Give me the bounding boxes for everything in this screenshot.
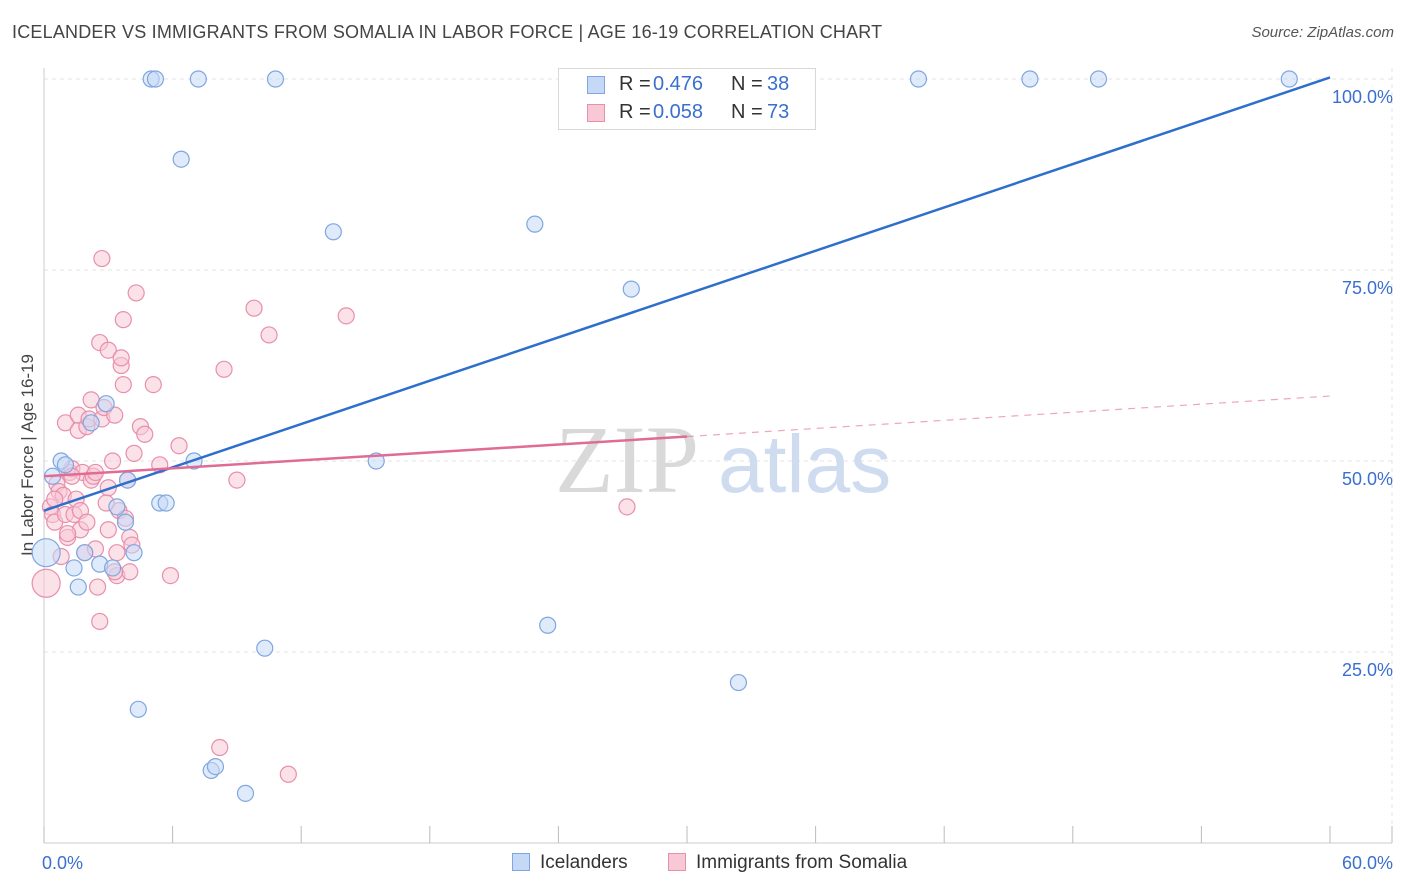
legend-n-label: N = bbox=[731, 101, 763, 123]
y-tick-label: 75.0% bbox=[1342, 278, 1393, 298]
point-somalia bbox=[125, 444, 143, 462]
point-icelanders bbox=[622, 280, 640, 298]
point-icelanders bbox=[526, 215, 544, 233]
point-somalia bbox=[170, 437, 188, 455]
point-icelanders bbox=[189, 70, 207, 88]
point-somalia bbox=[279, 765, 297, 783]
point-somalia bbox=[161, 566, 180, 585]
legend-swatch-somalia bbox=[587, 104, 605, 122]
legend-n-label: N = bbox=[731, 73, 763, 95]
point-somalia bbox=[31, 568, 61, 598]
legend-item-somalia: Immigrants from Somalia bbox=[668, 852, 907, 874]
legend-label-icelanders: Icelanders bbox=[540, 852, 628, 873]
point-somalia bbox=[260, 326, 278, 344]
point-icelanders bbox=[1021, 70, 1039, 88]
point-somalia bbox=[337, 307, 355, 325]
point-somalia bbox=[93, 249, 111, 268]
correlation-legend: R = 0.476 N = 38 R = 0.058 N = 73 bbox=[558, 68, 816, 130]
legend-r-value: 0.058 bbox=[653, 101, 704, 123]
point-icelanders bbox=[1280, 70, 1298, 88]
point-somalia bbox=[99, 521, 117, 539]
x-tick-label: 0.0% bbox=[42, 853, 83, 873]
point-icelanders bbox=[69, 578, 87, 596]
point-icelanders bbox=[65, 559, 83, 577]
point-somalia bbox=[88, 578, 107, 596]
point-icelanders bbox=[146, 70, 165, 88]
point-icelanders bbox=[256, 639, 274, 657]
point-somalia bbox=[99, 341, 117, 359]
point-icelanders bbox=[129, 700, 147, 718]
trendline-somalia bbox=[43, 435, 688, 478]
y-tick-label: 50.0% bbox=[1342, 469, 1393, 489]
point-somalia bbox=[211, 738, 229, 757]
point-somalia bbox=[245, 299, 263, 317]
trendline-icelanders bbox=[43, 76, 1331, 512]
point-somalia bbox=[228, 471, 246, 489]
legend-swatch-somalia bbox=[668, 853, 686, 871]
point-icelanders bbox=[539, 616, 557, 634]
point-icelanders bbox=[116, 513, 135, 531]
chart-title: ICELANDER VS IMMIGRANTS FROM SOMALIA IN … bbox=[12, 22, 883, 42]
point-icelanders bbox=[1089, 70, 1108, 88]
point-icelanders bbox=[236, 784, 255, 802]
source-credit: Source: ZipAtlas.com bbox=[1251, 24, 1394, 41]
trend-layer bbox=[43, 76, 1331, 512]
point-somalia bbox=[127, 284, 145, 302]
point-somalia bbox=[215, 360, 233, 378]
point-icelanders bbox=[172, 150, 190, 168]
legend-item-icelanders: Icelanders bbox=[512, 852, 628, 874]
x-tick-label: 60.0% bbox=[1342, 853, 1393, 873]
point-somalia bbox=[112, 349, 130, 367]
y-tick-label: 25.0% bbox=[1342, 660, 1393, 680]
point-icelanders bbox=[76, 544, 94, 562]
point-icelanders bbox=[108, 498, 126, 516]
tick-label-layer: 25.0% 50.0% 75.0% 100.0% 0.0% 60.0% bbox=[42, 87, 1393, 873]
point-somalia bbox=[91, 612, 109, 631]
point-icelanders bbox=[31, 538, 61, 568]
point-icelanders bbox=[266, 70, 285, 88]
point-somalia bbox=[121, 563, 139, 581]
series-icelanders-points bbox=[31, 70, 1298, 802]
legend-swatch-icelanders bbox=[512, 853, 530, 871]
legend-r-label: R = bbox=[619, 101, 651, 123]
point-icelanders bbox=[103, 559, 122, 577]
trendline-somalia-extrapolated bbox=[686, 395, 1331, 438]
legend-label-somalia: Immigrants from Somalia bbox=[696, 852, 908, 873]
legend-r-label: R = bbox=[619, 73, 651, 95]
legend-n-value: 73 bbox=[767, 101, 790, 123]
point-somalia bbox=[108, 544, 126, 562]
y-tick-label: 100.0% bbox=[1332, 87, 1393, 107]
legend-r-value: 0.476 bbox=[653, 73, 704, 95]
legend-swatch-icelanders bbox=[587, 76, 605, 94]
point-somalia bbox=[618, 498, 636, 516]
point-somalia bbox=[103, 452, 122, 470]
point-somalia bbox=[56, 414, 75, 432]
point-somalia bbox=[114, 376, 132, 394]
point-somalia bbox=[106, 406, 124, 424]
point-icelanders bbox=[97, 395, 115, 413]
point-somalia bbox=[136, 425, 154, 443]
point-somalia bbox=[144, 376, 162, 394]
axis-layer bbox=[43, 68, 1393, 844]
point-icelanders bbox=[82, 414, 100, 432]
point-icelanders bbox=[729, 673, 748, 692]
point-somalia bbox=[78, 513, 96, 531]
watermark-atlas: atlas bbox=[718, 419, 891, 510]
point-somalia bbox=[58, 524, 77, 543]
legend-n-value: 38 bbox=[767, 73, 790, 95]
point-icelanders bbox=[324, 223, 342, 241]
point-icelanders bbox=[909, 70, 928, 88]
point-icelanders bbox=[157, 494, 175, 512]
point-somalia bbox=[114, 311, 132, 329]
watermark-zip: ZIP bbox=[555, 406, 699, 513]
point-icelanders bbox=[56, 456, 75, 474]
point-icelanders bbox=[125, 544, 143, 562]
point-icelanders bbox=[206, 757, 225, 776]
